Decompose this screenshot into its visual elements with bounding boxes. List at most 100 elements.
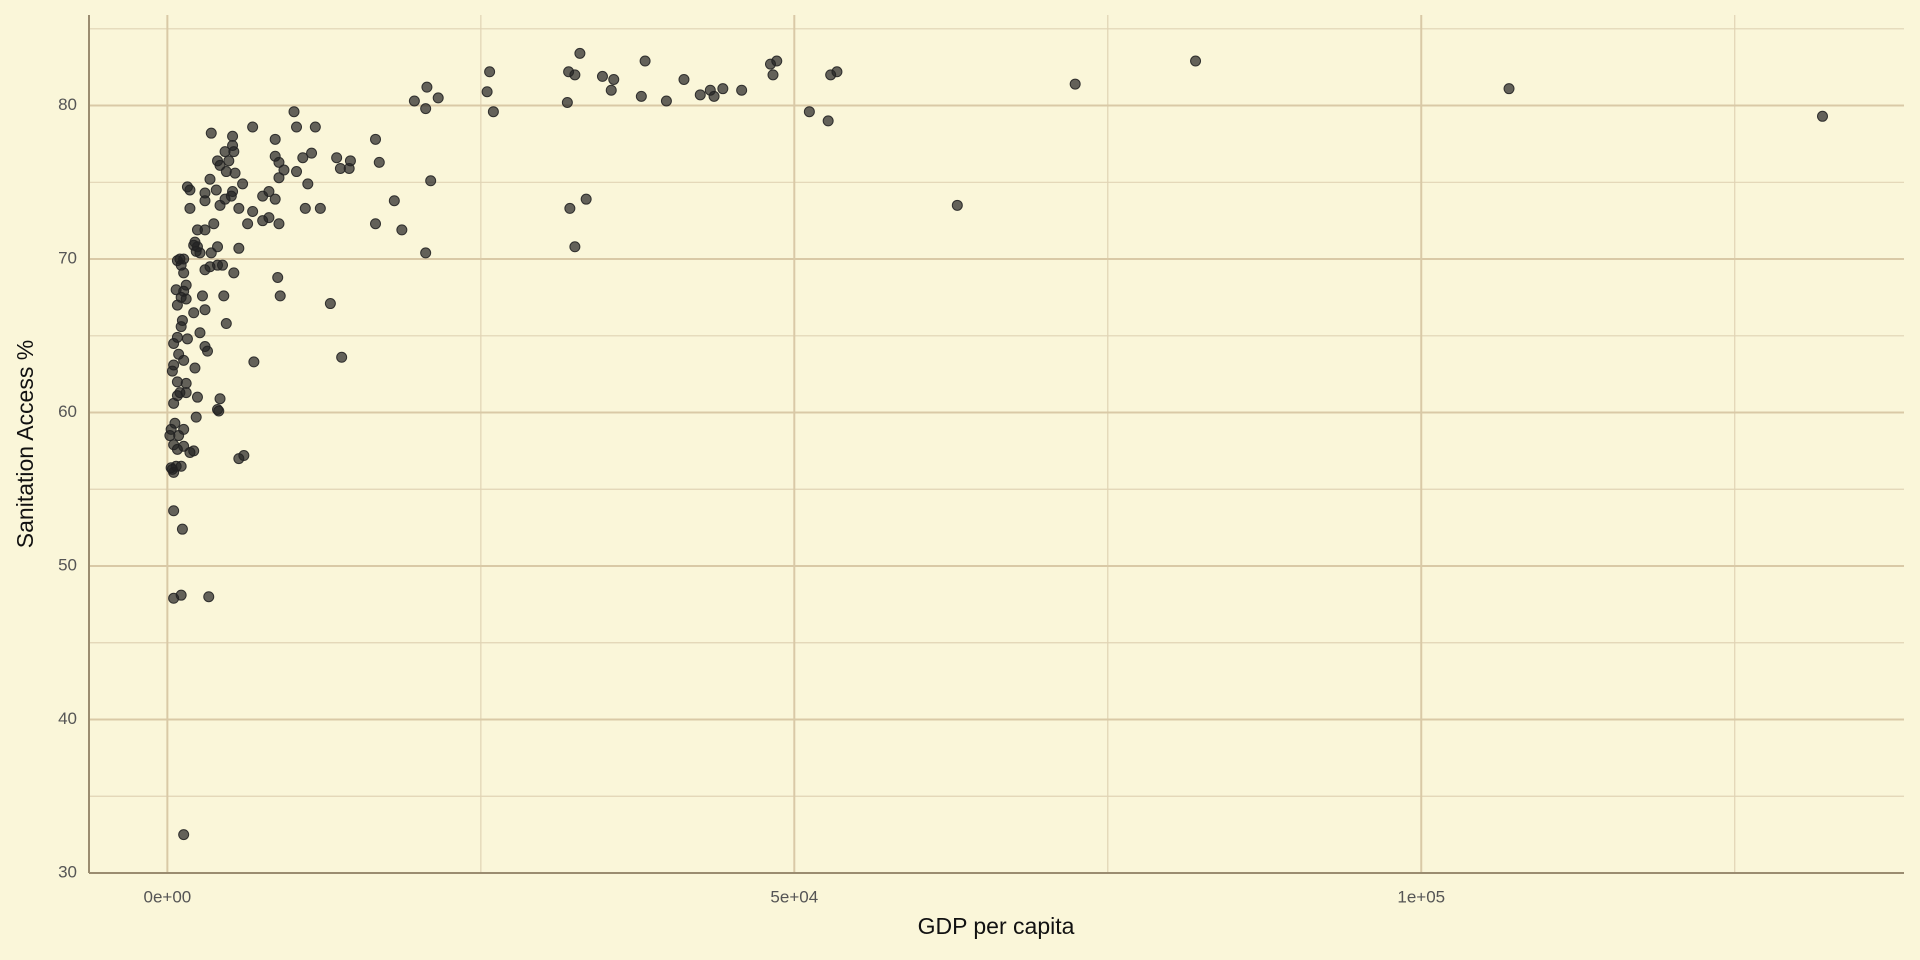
point (396, 224, 408, 236)
point (223, 155, 235, 167)
point (220, 318, 232, 330)
point (248, 356, 260, 368)
point (660, 95, 672, 107)
point (331, 152, 343, 164)
point (306, 147, 318, 159)
point (214, 393, 226, 405)
point (184, 202, 196, 214)
point (388, 195, 400, 207)
point (822, 115, 834, 127)
point (272, 271, 284, 283)
point (717, 83, 729, 95)
point (188, 445, 200, 457)
point (370, 133, 382, 145)
point (196, 290, 208, 302)
point (825, 69, 837, 81)
point (168, 397, 180, 409)
point (205, 127, 217, 139)
point (484, 66, 496, 78)
point (288, 106, 300, 118)
point (190, 411, 202, 423)
x-tick-label: 1e+05 (1397, 887, 1445, 906)
point (370, 218, 382, 230)
point (178, 829, 190, 841)
point (189, 362, 201, 374)
point (336, 351, 348, 363)
point (299, 202, 311, 214)
points (164, 47, 1828, 841)
point (203, 591, 215, 603)
point (181, 333, 193, 345)
point (164, 430, 176, 442)
point (247, 121, 259, 133)
point (210, 184, 222, 196)
point (166, 365, 178, 377)
point (191, 224, 203, 236)
point (208, 218, 220, 230)
point (678, 73, 690, 85)
x-axis-title: GDP per capita (918, 913, 1075, 939)
point (274, 290, 286, 302)
x-tick-label: 0e+00 (143, 887, 191, 906)
point (169, 417, 181, 429)
point (237, 178, 249, 190)
point (420, 103, 432, 115)
point (1503, 83, 1515, 95)
y-tick-label: 80 (58, 95, 77, 114)
point (309, 121, 321, 133)
point (1069, 78, 1081, 90)
point (194, 327, 206, 339)
y-tick-label: 60 (58, 402, 77, 421)
point (218, 290, 230, 302)
point (171, 443, 183, 455)
point (767, 69, 779, 81)
point (273, 156, 285, 168)
point (242, 218, 254, 230)
point (291, 121, 303, 133)
point (199, 264, 211, 276)
point (373, 156, 385, 168)
point (233, 242, 245, 254)
point (574, 47, 586, 59)
point (204, 173, 216, 185)
point (269, 133, 281, 145)
y-tick-label: 70 (58, 249, 77, 268)
point (421, 81, 433, 93)
point (1190, 55, 1202, 67)
point (238, 450, 250, 462)
point (608, 73, 620, 85)
point (227, 130, 239, 142)
point (297, 152, 309, 164)
point (420, 247, 432, 259)
point (166, 463, 178, 475)
point (180, 377, 192, 389)
point (291, 166, 303, 178)
point (170, 284, 182, 296)
point (764, 58, 776, 70)
point (561, 96, 573, 108)
point (569, 69, 581, 81)
point (273, 218, 285, 230)
point (199, 195, 211, 207)
point (175, 259, 187, 271)
point (168, 337, 180, 349)
point (228, 267, 240, 279)
point (171, 299, 183, 311)
point (178, 354, 190, 366)
point (168, 505, 180, 517)
point (247, 205, 259, 217)
y-tick-label: 50 (58, 556, 77, 575)
point (408, 95, 420, 107)
point (736, 84, 748, 96)
point (273, 172, 285, 184)
point (951, 199, 963, 211)
point (201, 345, 213, 357)
point (213, 405, 225, 417)
x-tick-label: 5e+04 (770, 887, 818, 906)
point (1816, 110, 1828, 122)
point (694, 89, 706, 101)
point (425, 175, 437, 187)
point (184, 184, 196, 196)
point (639, 55, 651, 67)
